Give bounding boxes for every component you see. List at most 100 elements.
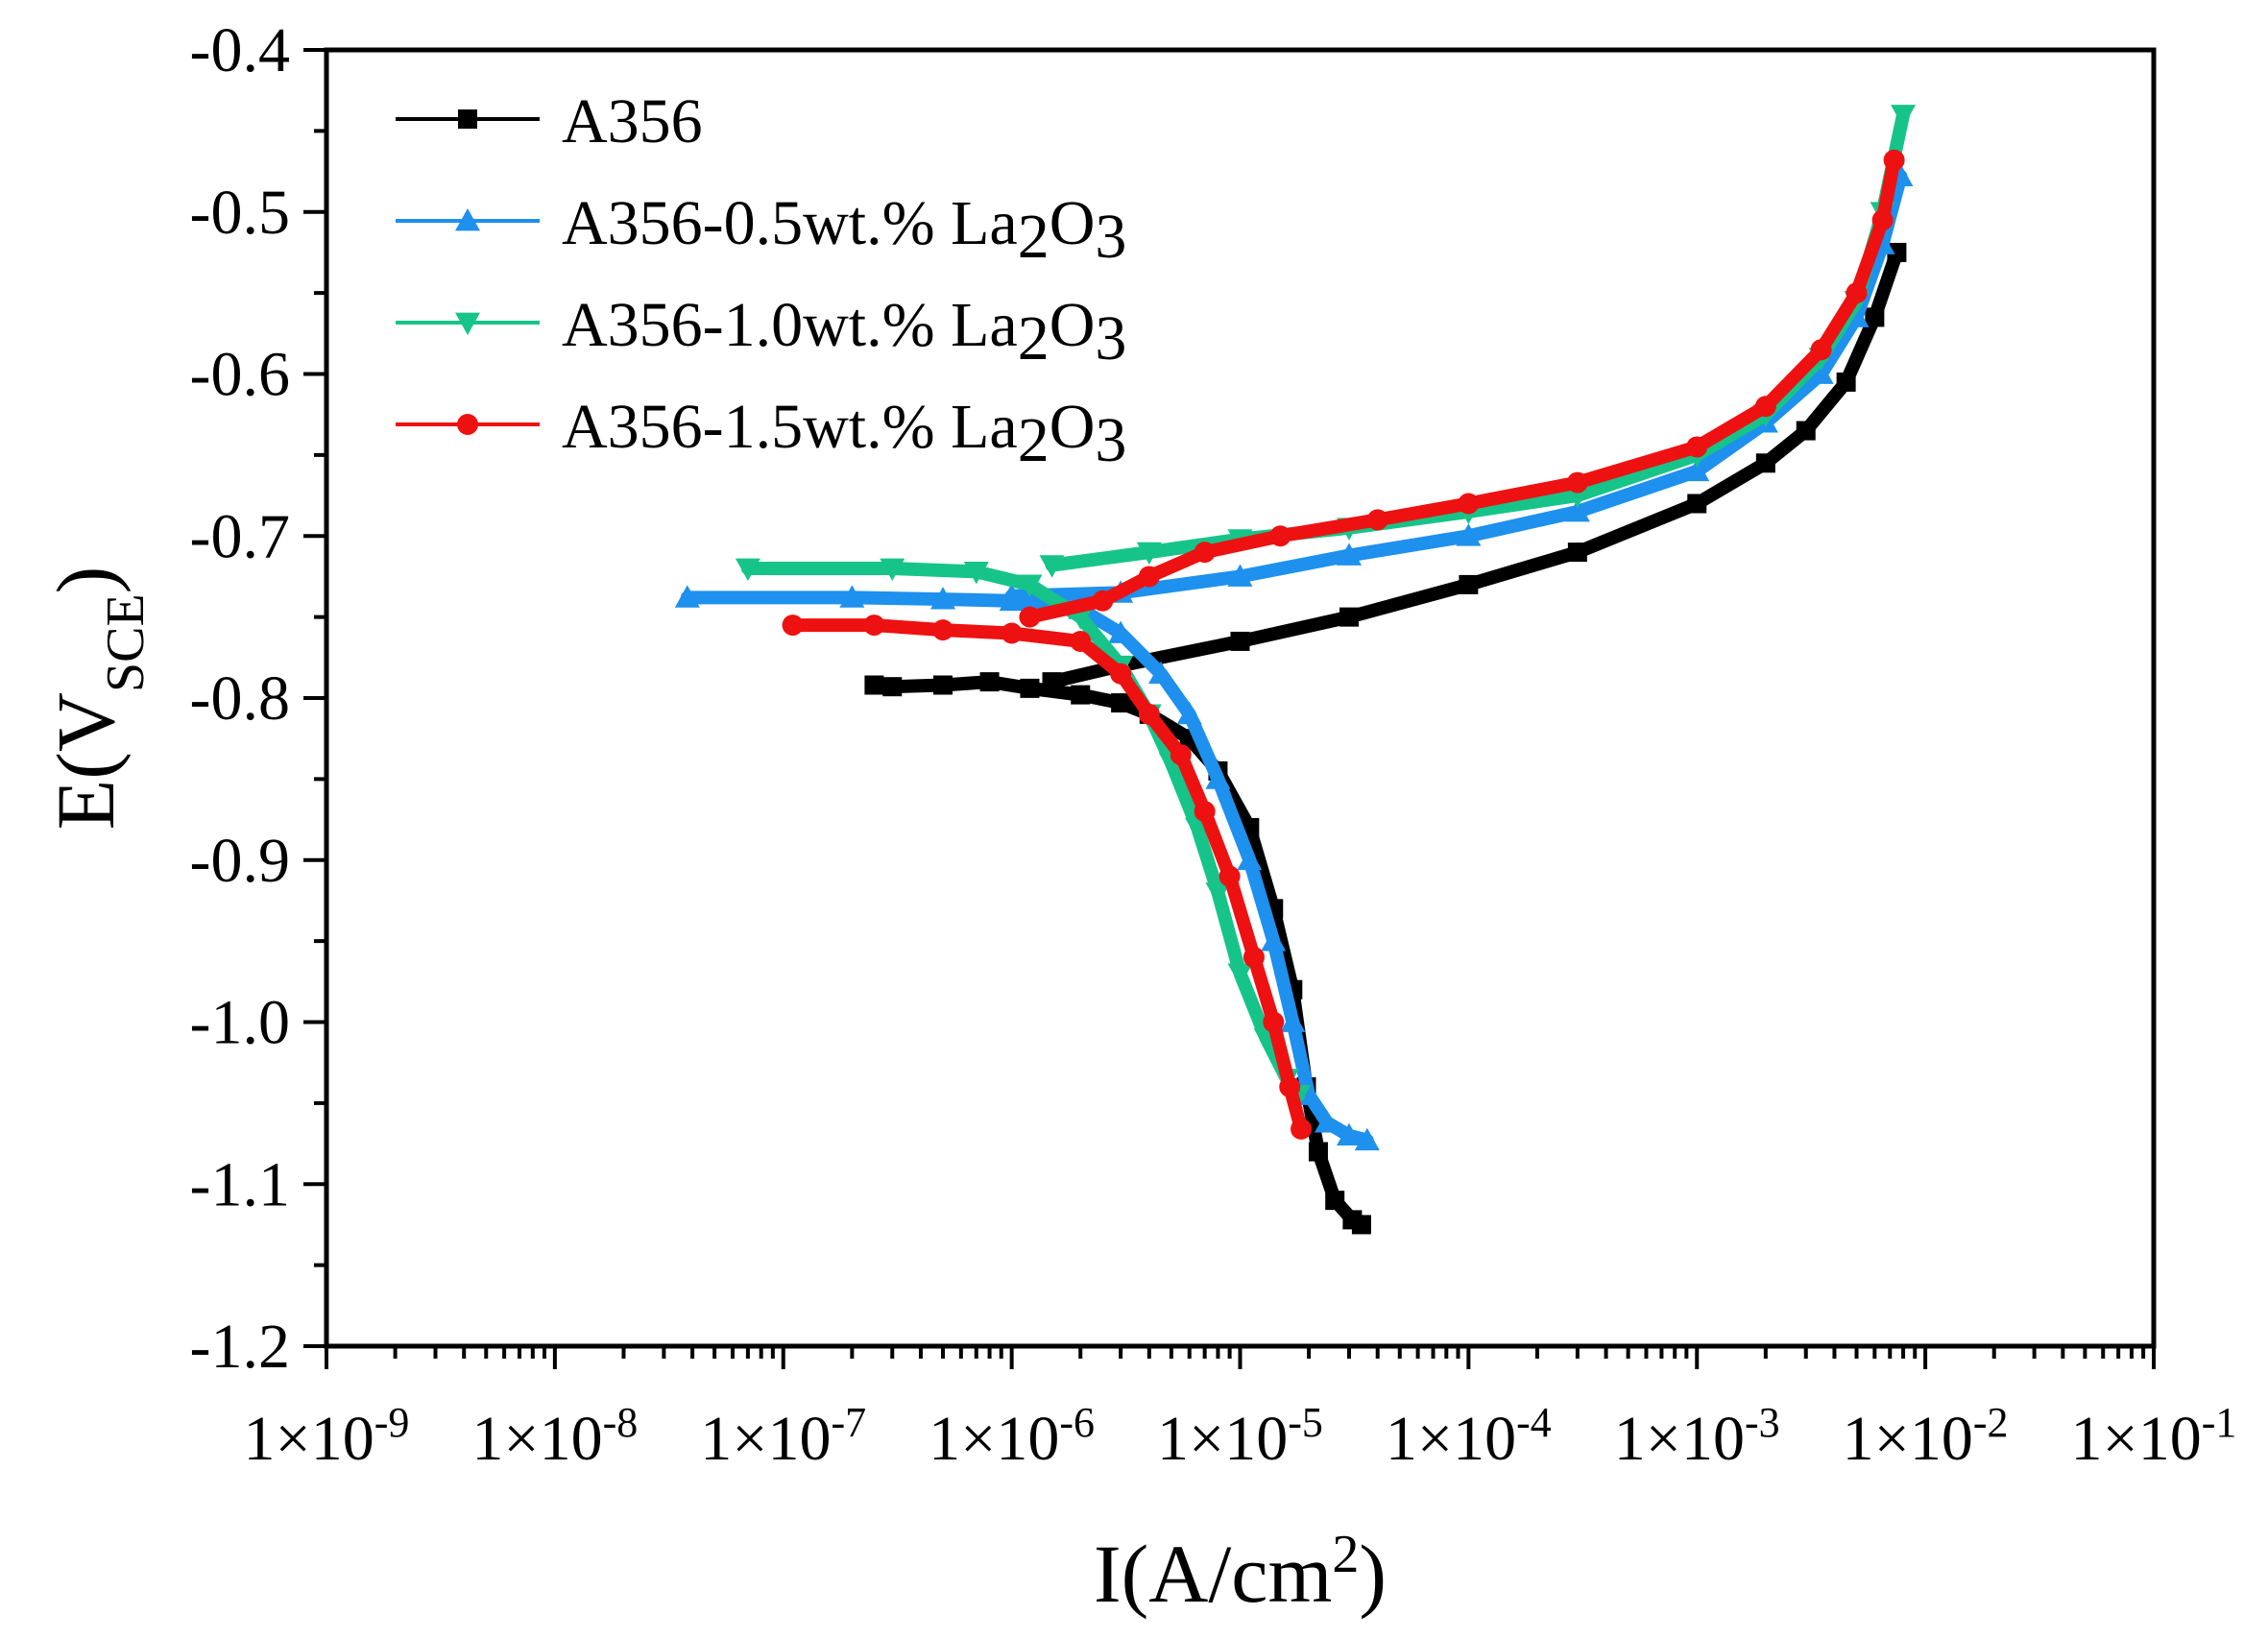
legend-swatch-marker bbox=[455, 312, 480, 335]
data-point bbox=[930, 587, 956, 610]
data-point bbox=[1883, 149, 1905, 171]
x-tick-label: 1×10-3 bbox=[1614, 1399, 1780, 1475]
x-tick-mantissa: 1×10 bbox=[2071, 1404, 2202, 1474]
data-point bbox=[1351, 1215, 1371, 1235]
data-point bbox=[1237, 847, 1263, 871]
data-point bbox=[1458, 493, 1480, 515]
data-point bbox=[1796, 421, 1816, 441]
y-tick-label: -1.0 bbox=[190, 988, 290, 1058]
x-tick-exponent: -7 bbox=[832, 1399, 867, 1446]
legend-label-main: A356-0.5wt.% La bbox=[562, 188, 1018, 258]
x-tick-label: 1×10-8 bbox=[471, 1399, 638, 1475]
legend-label-main: A356-1.0wt.% La bbox=[562, 290, 1018, 360]
y-axis-title-main: E(V bbox=[39, 692, 132, 830]
data-point bbox=[1111, 693, 1131, 713]
data-point bbox=[1871, 209, 1894, 231]
data-point bbox=[863, 615, 885, 637]
data-point bbox=[1243, 947, 1265, 968]
data-point bbox=[963, 561, 989, 585]
data-point bbox=[1325, 1191, 1345, 1211]
legend-swatch-marker bbox=[458, 109, 477, 129]
data-point bbox=[1566, 471, 1588, 494]
data-point bbox=[1308, 1142, 1328, 1162]
x-tick-label: 1×10-4 bbox=[1386, 1399, 1552, 1475]
x-tick-exponent: -9 bbox=[374, 1399, 410, 1446]
data-point bbox=[1218, 865, 1241, 887]
data-point bbox=[674, 585, 700, 608]
y-tick-label: -0.4 bbox=[190, 15, 290, 85]
data-point bbox=[1865, 307, 1885, 327]
y-tick-label: -1.1 bbox=[190, 1149, 290, 1219]
data-point bbox=[1684, 458, 1710, 482]
series-3-cathodic-line bbox=[785, 618, 1309, 1136]
x-tick-exponent: -1 bbox=[2202, 1399, 2237, 1446]
data-point bbox=[1836, 372, 1856, 392]
y-tick-label: -0.7 bbox=[190, 501, 290, 571]
data-point bbox=[933, 675, 953, 695]
data-point bbox=[1279, 1076, 1301, 1097]
y-tick-label: -1.2 bbox=[190, 1312, 290, 1382]
x-tick-mantissa: 1×10 bbox=[700, 1404, 831, 1474]
data-point bbox=[999, 583, 1025, 607]
data-point bbox=[1039, 555, 1065, 578]
data-point bbox=[1891, 105, 1917, 128]
data-point bbox=[1339, 607, 1359, 627]
x-tick-label: 1×10-7 bbox=[700, 1399, 866, 1475]
data-point bbox=[1336, 542, 1362, 566]
legend-item: A356-0.5wt.% La2O3 bbox=[396, 188, 1126, 272]
data-point bbox=[1810, 339, 1832, 361]
y-axis: -0.4 -0.5 -0.6 -0.7 -0.8 -0.9 -1.0 -1.1 -1.2 bbox=[190, 15, 326, 1382]
x-tick-label: 1×10-6 bbox=[929, 1399, 1095, 1475]
data-point bbox=[1205, 766, 1231, 789]
data-point bbox=[839, 585, 865, 608]
legend-label-mid: O bbox=[1050, 392, 1096, 462]
x-tick-mantissa: 1×10 bbox=[1614, 1404, 1745, 1474]
legend-label-sub1: 2 bbox=[1018, 303, 1050, 374]
data-point bbox=[979, 672, 1000, 692]
legend-label-sub2: 3 bbox=[1095, 202, 1126, 272]
data-point bbox=[1017, 574, 1043, 597]
data-point bbox=[782, 615, 804, 637]
data-point bbox=[735, 558, 760, 581]
x-tick-mantissa: 1×10 bbox=[471, 1404, 602, 1474]
legend-label: A356-1.5wt.% La2O3 bbox=[562, 392, 1126, 475]
series-0-anodic-line bbox=[1045, 245, 1904, 689]
legend-label: A356-1.0wt.% La2O3 bbox=[562, 290, 1126, 374]
data-point bbox=[1564, 485, 1590, 509]
data-point bbox=[1808, 361, 1834, 384]
y-tick-label: -0.6 bbox=[190, 340, 290, 410]
x-tick-label: 1×10-9 bbox=[244, 1399, 410, 1475]
x-tick-exponent: -5 bbox=[1288, 1399, 1323, 1446]
y-tick-label: -0.9 bbox=[190, 826, 290, 896]
x-tick-exponent: -2 bbox=[1973, 1399, 2009, 1446]
y-tick-label: -0.5 bbox=[190, 178, 290, 248]
data-point bbox=[1092, 590, 1114, 612]
plot-series bbox=[674, 105, 1917, 1235]
data-point bbox=[1205, 882, 1231, 905]
legend-label: A356-0.5wt.% La2O3 bbox=[562, 188, 1126, 272]
data-point bbox=[1846, 282, 1868, 304]
data-point bbox=[880, 558, 905, 581]
data-point bbox=[1291, 1118, 1313, 1140]
x-tick-exponent: -3 bbox=[1745, 1399, 1780, 1446]
data-point bbox=[1176, 701, 1202, 725]
data-point bbox=[882, 677, 903, 697]
data-point bbox=[1227, 963, 1253, 986]
data-point bbox=[1071, 685, 1091, 705]
data-point bbox=[1148, 661, 1174, 685]
legend-label: A356 bbox=[562, 86, 703, 157]
x-tick-mantissa: 1×10 bbox=[1843, 1404, 1973, 1474]
data-point bbox=[1001, 622, 1023, 644]
y-axis-title-sub: SCE bbox=[96, 593, 156, 692]
data-point bbox=[1336, 1122, 1362, 1146]
x-tick-mantissa: 1×10 bbox=[1386, 1404, 1516, 1474]
data-point bbox=[1887, 242, 1907, 262]
x-tick-mantissa: 1×10 bbox=[1157, 1404, 1288, 1474]
data-point bbox=[1263, 1011, 1285, 1033]
data-point bbox=[1227, 564, 1253, 587]
data-point bbox=[1110, 663, 1132, 685]
data-point bbox=[1108, 620, 1134, 643]
legend-label-sub2: 3 bbox=[1095, 405, 1126, 475]
data-point bbox=[1354, 1127, 1380, 1151]
